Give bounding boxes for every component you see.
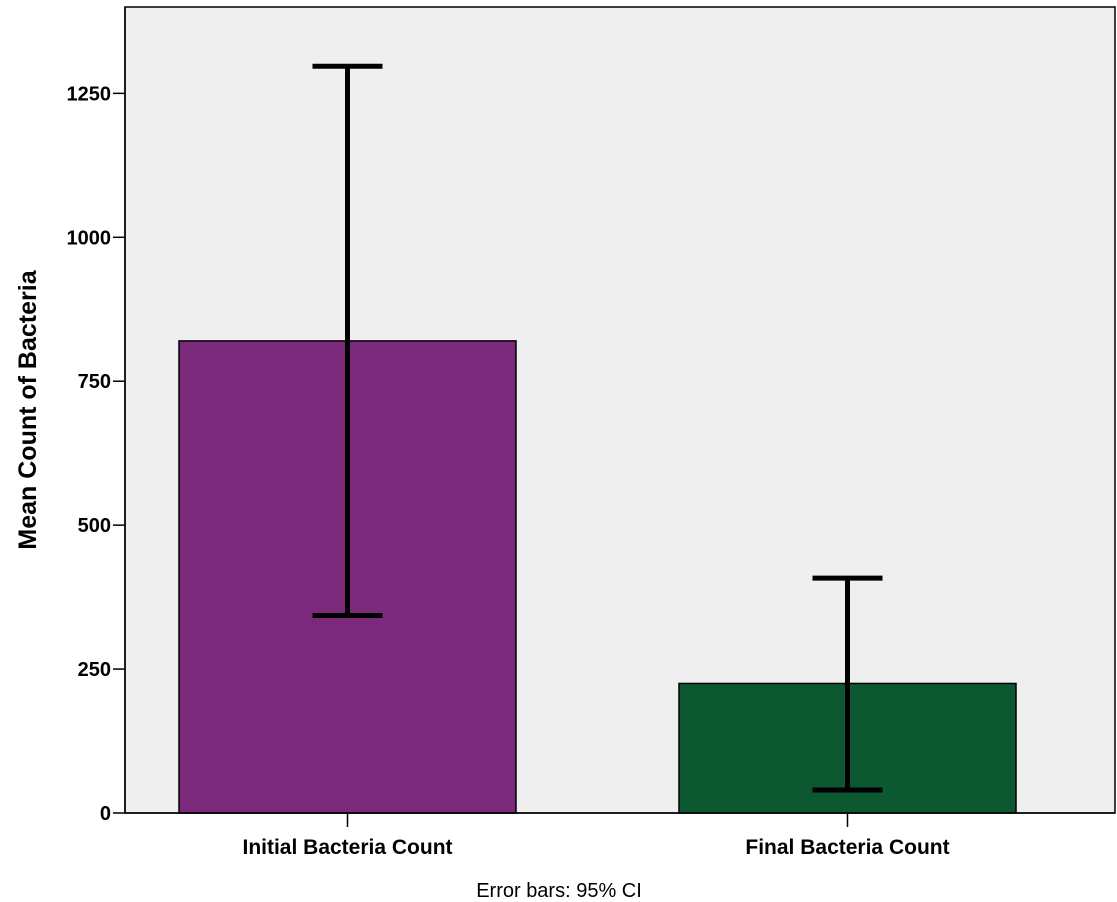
x-category-label: Initial Bacteria Count: [242, 836, 452, 859]
error-bars-footnote: Error bars: 95% CI: [476, 880, 642, 902]
x-axis-labels: Initial Bacteria Count Final Bacteria Cou…: [242, 813, 950, 859]
y-tick-label: 1000: [67, 227, 112, 249]
y-tick-label: 750: [78, 371, 111, 393]
y-tick-label: 0: [100, 803, 111, 825]
x-category-label: Final Bacteria Count: [745, 836, 949, 859]
y-axis-ticks: 0 250 500 750 1000 1250: [67, 83, 125, 825]
error-bars: [312, 63, 883, 793]
y-tick-label: 1250: [67, 83, 112, 105]
y-tick-label: 250: [78, 659, 111, 681]
y-axis-title: Mean Count of Bacteria: [14, 269, 42, 549]
y-tick-label: 500: [78, 515, 111, 537]
